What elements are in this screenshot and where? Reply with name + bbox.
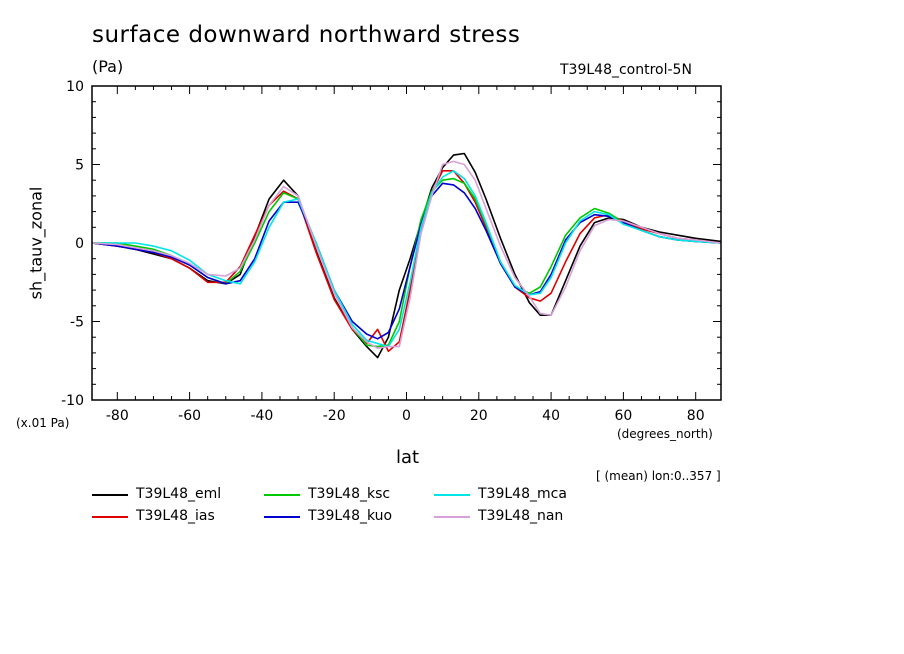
x-tick-label: -60	[178, 408, 201, 424]
series-line-t39l48-eml	[92, 152, 721, 359]
x-tick-label: 60	[614, 408, 632, 424]
y-scale-note: (x.01 Pa)	[16, 416, 70, 430]
legend-label: T39L48_kuo	[308, 508, 393, 524]
series-line-t39l48-nan	[92, 160, 721, 350]
legend-swatch	[264, 516, 300, 518]
y-tick-label: 5	[75, 158, 84, 174]
legend-swatch	[264, 494, 300, 496]
plot-frame	[91, 85, 722, 401]
legend-label: T39L48_ksc	[308, 486, 391, 502]
legend-label: T39L48_nan	[478, 508, 564, 524]
legend-label: T39L48_mca	[478, 486, 567, 502]
x-tick-label: -20	[323, 408, 346, 424]
x-tick-label: 20	[470, 408, 488, 424]
legend-swatch	[92, 494, 128, 496]
x-tick-label: -80	[106, 408, 129, 424]
x-axis-label: lat	[396, 447, 420, 468]
average-note: [ (mean) lon:0..357 ]	[596, 469, 721, 483]
y-tick-label: -5	[70, 315, 84, 331]
x-axis-units: (degrees_north)	[617, 427, 713, 441]
legend-swatch	[434, 494, 470, 496]
y-tick-label: -10	[61, 393, 84, 409]
legend-swatch	[92, 516, 128, 518]
x-tick-label: 0	[402, 408, 411, 424]
legend-label: T39L48_eml	[136, 486, 222, 502]
series-line-t39l48-kuo	[92, 182, 721, 340]
legend-label: T39L48_ias	[136, 508, 215, 524]
series-line-t39l48-mca	[92, 170, 721, 348]
chart-title: surface downward northward stress	[92, 22, 521, 48]
x-tick-label: 80	[687, 408, 705, 424]
y-tick-label: 10	[66, 79, 84, 95]
x-tick-label: -40	[250, 408, 273, 424]
y-tick-label: 0	[75, 236, 84, 252]
experiment-label: T39L48_control-5N	[560, 62, 692, 78]
series-line-t39l48-ias	[92, 170, 721, 353]
y-axis-label: sh_tauv_zonal	[26, 186, 46, 300]
chart-units: (Pa)	[92, 57, 124, 76]
x-tick-label: 40	[542, 408, 560, 424]
legend-swatch	[434, 516, 470, 518]
